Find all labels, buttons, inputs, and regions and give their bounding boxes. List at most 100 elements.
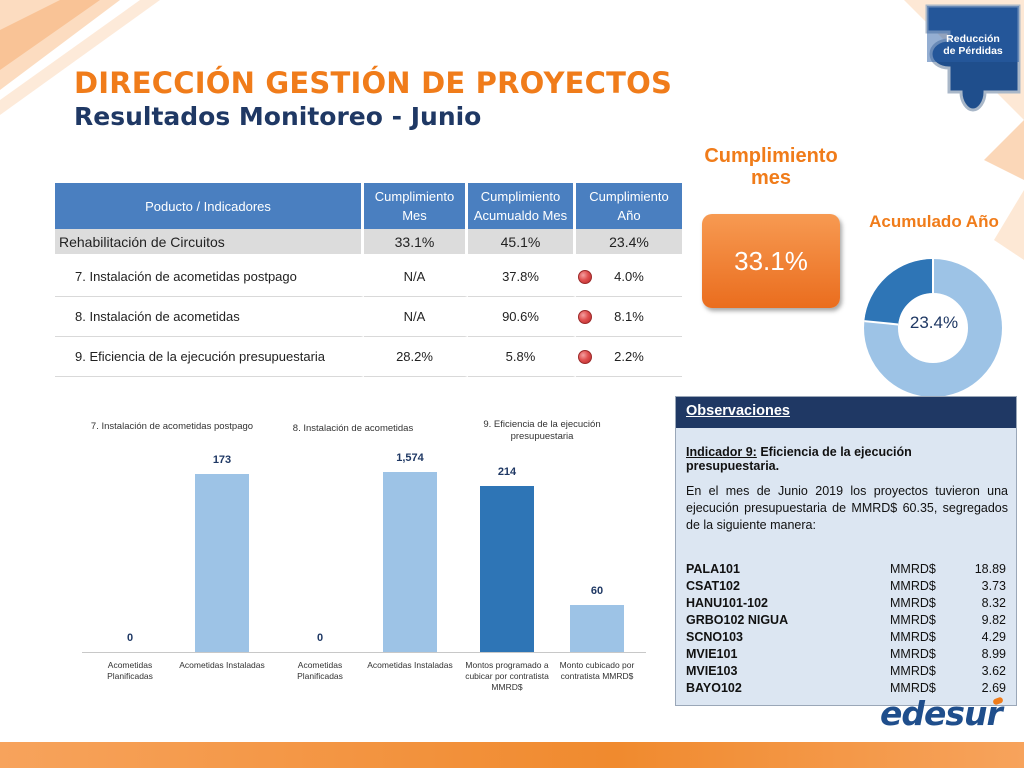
- chart-baseline: [82, 652, 278, 653]
- observaciones-heading: Observaciones: [676, 397, 1016, 428]
- project-code: SCNO103: [686, 630, 743, 644]
- header-cumplimiento-acumulado: Cumplimiento Acumualdo Mes: [468, 183, 576, 229]
- row-anio-cell: 4.0%: [576, 257, 682, 297]
- chart-value-label: 0: [126, 632, 134, 644]
- project-code: MVIE101: [686, 647, 738, 661]
- amount-value: 9.82: [981, 613, 1006, 627]
- chart-category-label: Acometidas Planificadas: [107, 660, 153, 681]
- chart-acometidas-postpago: 7. Instalación de acometidas postpago 0 Ac…: [82, 415, 278, 705]
- list-item: MVIE103 MMRD$ 3.62: [686, 663, 1008, 680]
- chart-value-label: 214: [497, 466, 517, 478]
- donut-label: Acumulado Año: [869, 212, 999, 231]
- chart-value-label: 60: [590, 585, 604, 598]
- chart-value-label: 1,574: [396, 452, 424, 464]
- project-code: GRBO102 NIGUA: [686, 613, 789, 627]
- status-dot-icon: [578, 309, 592, 324]
- currency-unit: MMRD$: [890, 596, 936, 610]
- donut-chart: [864, 259, 1002, 397]
- amount-value: 8.32: [981, 596, 1006, 610]
- row-acumulado: 90.6%: [468, 297, 576, 337]
- chart-title: 8. Instalación de acometidas: [292, 423, 414, 434]
- amount-value: 2.69: [981, 681, 1006, 695]
- list-item: GRBO102 NIGUA MMRD$ 9.82: [686, 612, 1008, 629]
- group-mes: 33.1%: [364, 229, 468, 257]
- list-item: PALA101 MMRD$ 18.89: [686, 561, 1008, 578]
- page-subtitle: Resultados Monitoreo - Junio: [74, 102, 482, 131]
- observaciones-panel: Observaciones Indicador 9: Eficiencia de…: [675, 396, 1017, 706]
- page-title: DIRECCIÓN GESTIÓN DE PROYECTOS: [74, 66, 673, 100]
- donut-value: 23.4%: [909, 313, 959, 332]
- amount-value: 18.89: [974, 562, 1006, 576]
- amount-value: 4.29: [981, 630, 1006, 644]
- reduccion-perdidas-logo: [925, 4, 1021, 112]
- chart-bar: [383, 472, 437, 652]
- currency-unit: MMRD$: [890, 562, 936, 576]
- currency-unit: MMRD$: [890, 579, 936, 593]
- chart-category-label: Acometidas Planificadas: [297, 660, 343, 681]
- row-mes: 28.2%: [364, 337, 468, 377]
- row-mes: N/A: [364, 257, 468, 297]
- chart-title: 7. Instalación de acometidas postpago: [90, 421, 254, 432]
- footer-bar: [0, 742, 1024, 768]
- currency-unit: MMRD$: [890, 613, 936, 627]
- observaciones-list: PALA101 MMRD$ 18.89 CSAT102 MMRD$ 3.73 HANU101…: [686, 561, 1008, 697]
- table-row: 7. Instalación de acometidas postpago N/…: [55, 257, 682, 297]
- table-group-row: Rehabilitación de Circuitos 33.1% 45.1% …: [55, 229, 682, 257]
- chart-category-label: Monto cubicado por contratista MMRD$: [559, 660, 635, 681]
- project-code: MVIE103: [686, 664, 738, 678]
- row-label: 8. Instalación de acometidas: [55, 297, 364, 337]
- amount-value: 3.62: [981, 664, 1006, 678]
- row-mes: N/A: [364, 297, 468, 337]
- row-anio-cell: 8.1%: [576, 297, 682, 337]
- list-item: CSAT102 MMRD$ 3.73: [686, 578, 1008, 595]
- project-code: CSAT102: [686, 579, 740, 593]
- indicators-table: Poducto / Indicadores Cumplimiento Mes C…: [55, 183, 682, 377]
- chart-category-label: Acometidas Instaladas: [367, 660, 453, 670]
- chart-value-label: 173: [212, 454, 232, 466]
- header-product: Poducto / Indicadores: [55, 183, 364, 229]
- chart-eficiencia-presupuestaria: 9. Eficiencia de la ejecución presupuest…: [460, 415, 646, 705]
- status-dot-icon: [578, 349, 592, 364]
- indicator-title: Indicador 9: Eficiencia de la ejecución …: [686, 445, 1008, 473]
- indicator-name: Eficiencia de la ejecución presupuestari…: [686, 445, 912, 473]
- row-anio: 2.2%: [614, 349, 644, 364]
- header-cumplimiento-anio: Cumplimiento Año: [576, 183, 682, 229]
- amount-value: 3.73: [981, 579, 1006, 593]
- observaciones-text: En el mes de Junio 2019 los proyectos tu…: [686, 484, 1008, 532]
- status-dot-icon: [578, 269, 592, 284]
- chart-title: 9. Eficiencia de la ejecución presupuest…: [483, 419, 601, 442]
- row-anio: 4.0%: [614, 269, 644, 284]
- chart-category-label: Acometidas Instaladas: [179, 660, 265, 670]
- logo-label: Reducción de Pérdidas: [933, 33, 1013, 57]
- row-acumulado: 5.8%: [468, 337, 576, 377]
- chart-baseline: [460, 652, 646, 653]
- group-anio: 23.4%: [576, 229, 682, 257]
- donut-separator: [864, 320, 899, 326]
- kpi-value: 33.1%: [734, 245, 808, 276]
- edesur-logo: edesur: [880, 694, 1003, 733]
- header-cumplimiento-mes: Cumplimiento Mes: [364, 183, 468, 229]
- chart-bar: [480, 486, 534, 652]
- row-acumulado: 37.8%: [468, 257, 576, 297]
- chart-value-label: 0: [316, 632, 324, 644]
- currency-unit: MMRD$: [890, 664, 936, 678]
- row-label: 9. Eficiencia de la ejecución presupuest…: [55, 337, 364, 377]
- currency-unit: MMRD$: [890, 647, 936, 661]
- corner-decoration-right: [984, 120, 1024, 260]
- project-code: PALA101: [686, 562, 740, 576]
- project-code: BAYO102: [686, 681, 742, 695]
- logo-line2: de Pérdidas: [943, 45, 1003, 57]
- logo-line1: Reducción: [946, 33, 1000, 45]
- chart-bar: [570, 605, 624, 652]
- kpi-value-box: 33.1%: [702, 214, 840, 308]
- chart-bar: [195, 474, 249, 652]
- group-label: Rehabilitación de Circuitos: [55, 229, 364, 257]
- currency-unit: MMRD$: [890, 681, 936, 695]
- chart-category-label: Montos programado a cubicar por contrati…: [465, 660, 549, 692]
- kpi-label: Cumplimiento mes: [704, 145, 838, 189]
- table-row: 8. Instalación de acometidas N/A 90.6% 8…: [55, 297, 682, 337]
- row-anio-cell: 2.2%: [576, 337, 682, 377]
- group-acumulado: 45.1%: [468, 229, 576, 257]
- chart-baseline: [278, 652, 460, 653]
- amount-value: 8.99: [981, 647, 1006, 661]
